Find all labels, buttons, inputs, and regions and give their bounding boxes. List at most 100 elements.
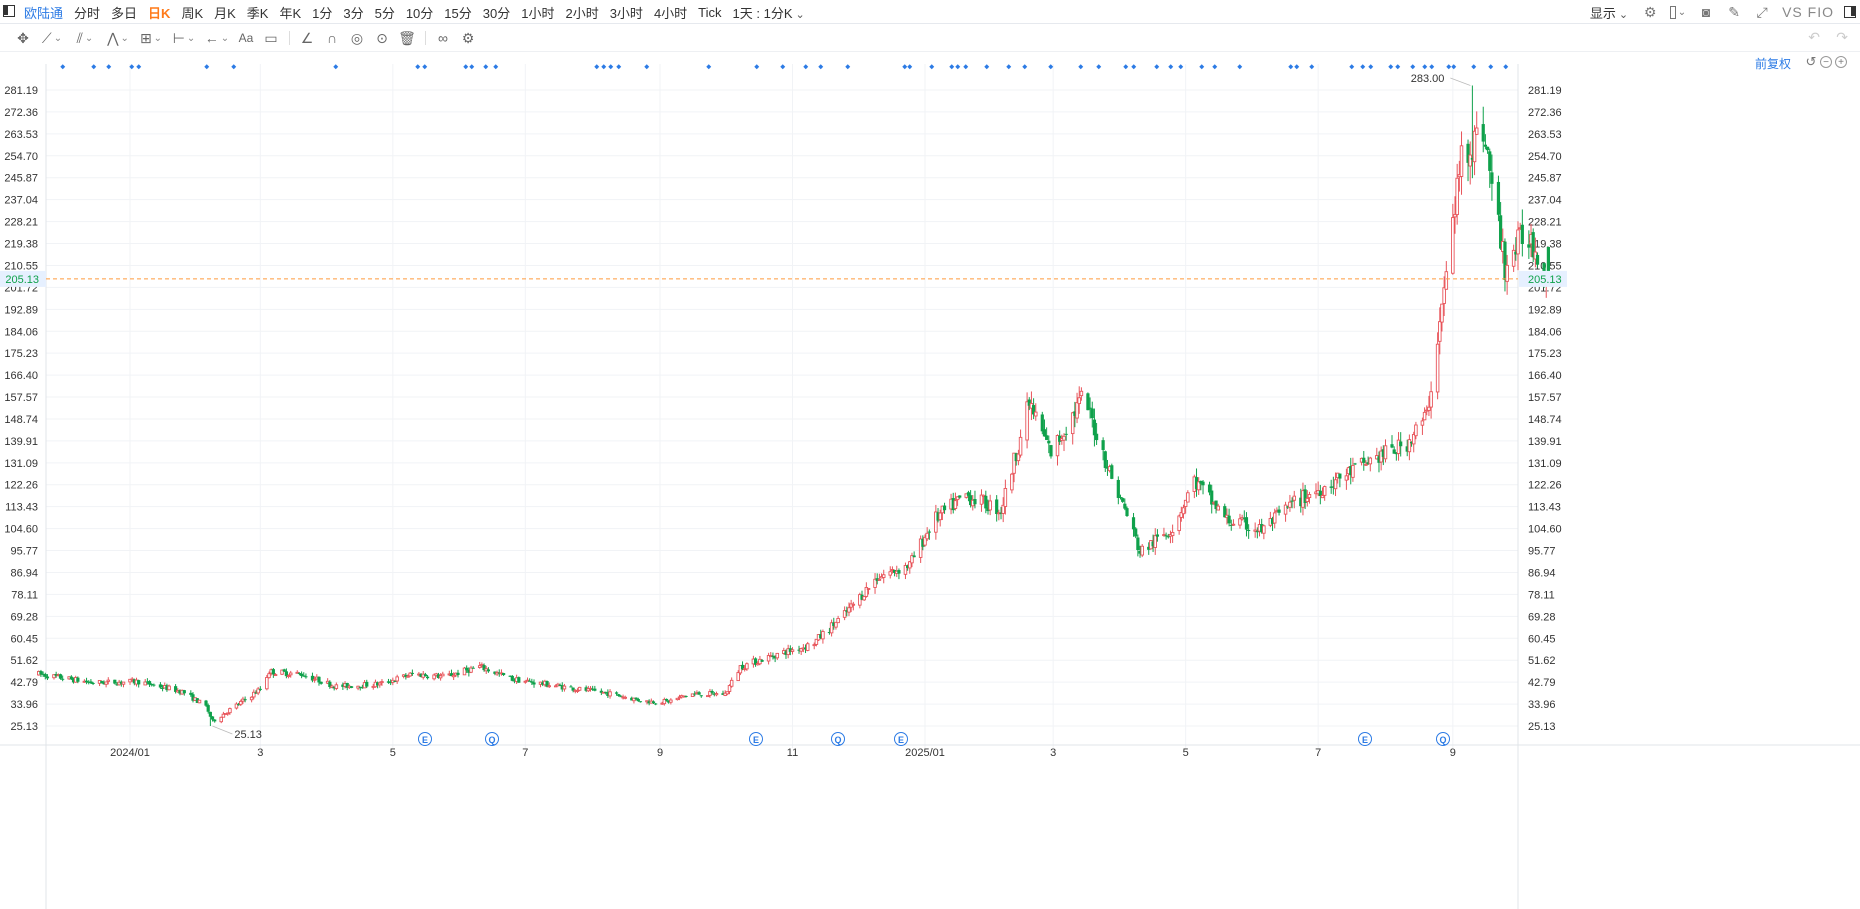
arrow-tool-icon[interactable]: ←: [204, 29, 230, 47]
magnet-icon[interactable]: ∩: [326, 30, 338, 46]
period-tab-6[interactable]: 季K: [246, 5, 269, 21]
candle-body-down: [1199, 481, 1203, 484]
pencil-icon[interactable]: ✎: [1728, 3, 1740, 20]
min-annotation-leader: [212, 725, 233, 735]
event-badge-label: E: [898, 735, 904, 745]
period-tab-0[interactable]: 欧陆通: [24, 5, 64, 21]
period-tab-18[interactable]: Tick: [698, 4, 722, 20]
trash-icon[interactable]: 🗑: [398, 29, 416, 46]
candle-body-up: [1472, 130, 1477, 163]
period-tab-15[interactable]: 2小时: [565, 5, 599, 21]
candle-body-up: [1427, 406, 1431, 411]
y-axis-tick-left: 281.19: [4, 85, 38, 97]
candle-body-up: [295, 671, 300, 674]
overlay-compare-icon[interactable]: ∞: [438, 30, 448, 46]
zoom-in-icon[interactable]: +: [1835, 56, 1847, 68]
vs-compare-label[interactable]: VS FIO: [1782, 4, 1834, 20]
period-tab-4[interactable]: 周K: [181, 5, 204, 21]
period-tab-19[interactable]: 1天 : 1分K: [733, 3, 805, 22]
candle-body-up: [547, 685, 551, 688]
event-badge-label: E: [422, 735, 428, 745]
period-tab-14[interactable]: 1小时: [521, 5, 555, 21]
camera-icon[interactable]: ◙: [1701, 4, 1711, 20]
candle-body-up: [1153, 535, 1157, 548]
right-panel-toggle-icon[interactable]: [1844, 6, 1856, 18]
candle-body-up: [1411, 434, 1416, 445]
drawing-settings-gear-icon[interactable]: ⚙: [461, 29, 475, 46]
period-tab-17[interactable]: 4小时: [653, 5, 688, 21]
candle-body-down: [1286, 506, 1290, 508]
redo-icon[interactable]: ↷: [1836, 29, 1848, 45]
candle-body-down: [132, 679, 136, 684]
candle-body-down: [449, 673, 454, 677]
candle-body-down: [1329, 486, 1333, 488]
candle-body-up: [873, 578, 877, 588]
trend-line-tool-icon[interactable]: ⟋: [39, 29, 65, 47]
event-marker-dot: [1288, 64, 1294, 70]
candle-body-down: [517, 677, 521, 683]
event-marker-dot: [1006, 64, 1012, 70]
candle-body-down: [773, 655, 777, 659]
candle-body-up: [280, 669, 284, 675]
period-tab-1[interactable]: 分时: [74, 5, 101, 21]
candle-body-down: [819, 634, 823, 639]
hide-drawings-icon[interactable]: ◎: [350, 29, 364, 46]
period-tab-16[interactable]: 3小时: [609, 5, 643, 21]
event-marker-dot: [204, 64, 210, 70]
candle-body-down: [145, 681, 149, 683]
move-crosshair-icon[interactable]: ✥: [17, 29, 29, 46]
y-axis-tick-left: 228.21: [4, 217, 38, 229]
candle-body-down: [845, 610, 849, 612]
y-axis-tick-left: 157.57: [4, 392, 38, 404]
candle-body-up: [729, 679, 734, 687]
candle-body-down: [541, 682, 545, 685]
candle-body-down: [213, 719, 217, 722]
period-tab-7[interactable]: 年K: [279, 5, 302, 21]
period-tab-9[interactable]: 3分: [343, 5, 364, 21]
event-marker-dot: [644, 64, 650, 70]
left-panel-toggle-icon[interactable]: [3, 5, 15, 17]
candle-body-down: [147, 681, 152, 685]
eye-icon[interactable]: ⊙: [376, 29, 388, 46]
candlestick-chart[interactable]: 281.19 281.19 272.36 272.36 263.53 263.53 254.…: [0, 52, 1860, 909]
display-dropdown[interactable]: 显示: [1590, 3, 1628, 22]
period-tab-12[interactable]: 15分: [444, 5, 472, 21]
candle-body-down: [1223, 506, 1227, 518]
candle-body-down: [599, 690, 603, 693]
event-marker-dot: [818, 64, 824, 70]
candle-body-up: [1364, 463, 1368, 466]
period-tab-11[interactable]: 10分: [405, 5, 434, 21]
candle-body-down: [1125, 508, 1129, 517]
period-tab-10[interactable]: 5分: [374, 5, 395, 21]
event-marker-dot: [333, 64, 339, 70]
period-tab-5[interactable]: 月K: [214, 5, 236, 21]
wave-tool-icon[interactable]: ⋀: [105, 29, 131, 47]
candle-body-up: [723, 692, 727, 696]
comment-icon[interactable]: ▭: [264, 29, 278, 46]
event-marker-dot: [706, 64, 712, 70]
fullscreen-icon[interactable]: ⤢: [1756, 3, 1768, 20]
candle-body-down: [1483, 144, 1488, 147]
candle-body-up: [1438, 321, 1442, 342]
undo-icon[interactable]: ↶: [1808, 29, 1820, 45]
candle-body-down: [425, 676, 430, 679]
channel-tool-icon[interactable]: ⫽: [72, 29, 98, 47]
angle-tool-icon[interactable]: ∠: [300, 29, 314, 46]
candle-body-up: [1238, 518, 1242, 526]
event-marker-dot: [60, 64, 66, 70]
event-marker-dot: [136, 64, 142, 70]
price-adjust-button[interactable]: 前复权: [1755, 57, 1792, 71]
candle-body-down: [304, 676, 308, 678]
zoom-out-icon[interactable]: −: [1820, 56, 1832, 68]
text-tool-icon[interactable]: Aa: [238, 31, 254, 45]
period-tab-2[interactable]: 多日: [111, 5, 138, 21]
candle-body-down: [1121, 498, 1125, 502]
period-tab-13[interactable]: 30分: [482, 5, 511, 21]
reset-icon[interactable]: ↺: [1805, 54, 1817, 69]
measure-tool-icon[interactable]: ⊢: [171, 29, 197, 47]
layout-square-icon[interactable]: ⌄: [1670, 4, 1686, 20]
settings-gear-icon[interactable]: ⚙: [1643, 3, 1657, 20]
chart-pattern-tool-icon[interactable]: ⊞: [138, 29, 164, 47]
period-tab-3[interactable]: 日K: [148, 5, 171, 21]
period-tab-8[interactable]: 1分: [312, 5, 333, 21]
